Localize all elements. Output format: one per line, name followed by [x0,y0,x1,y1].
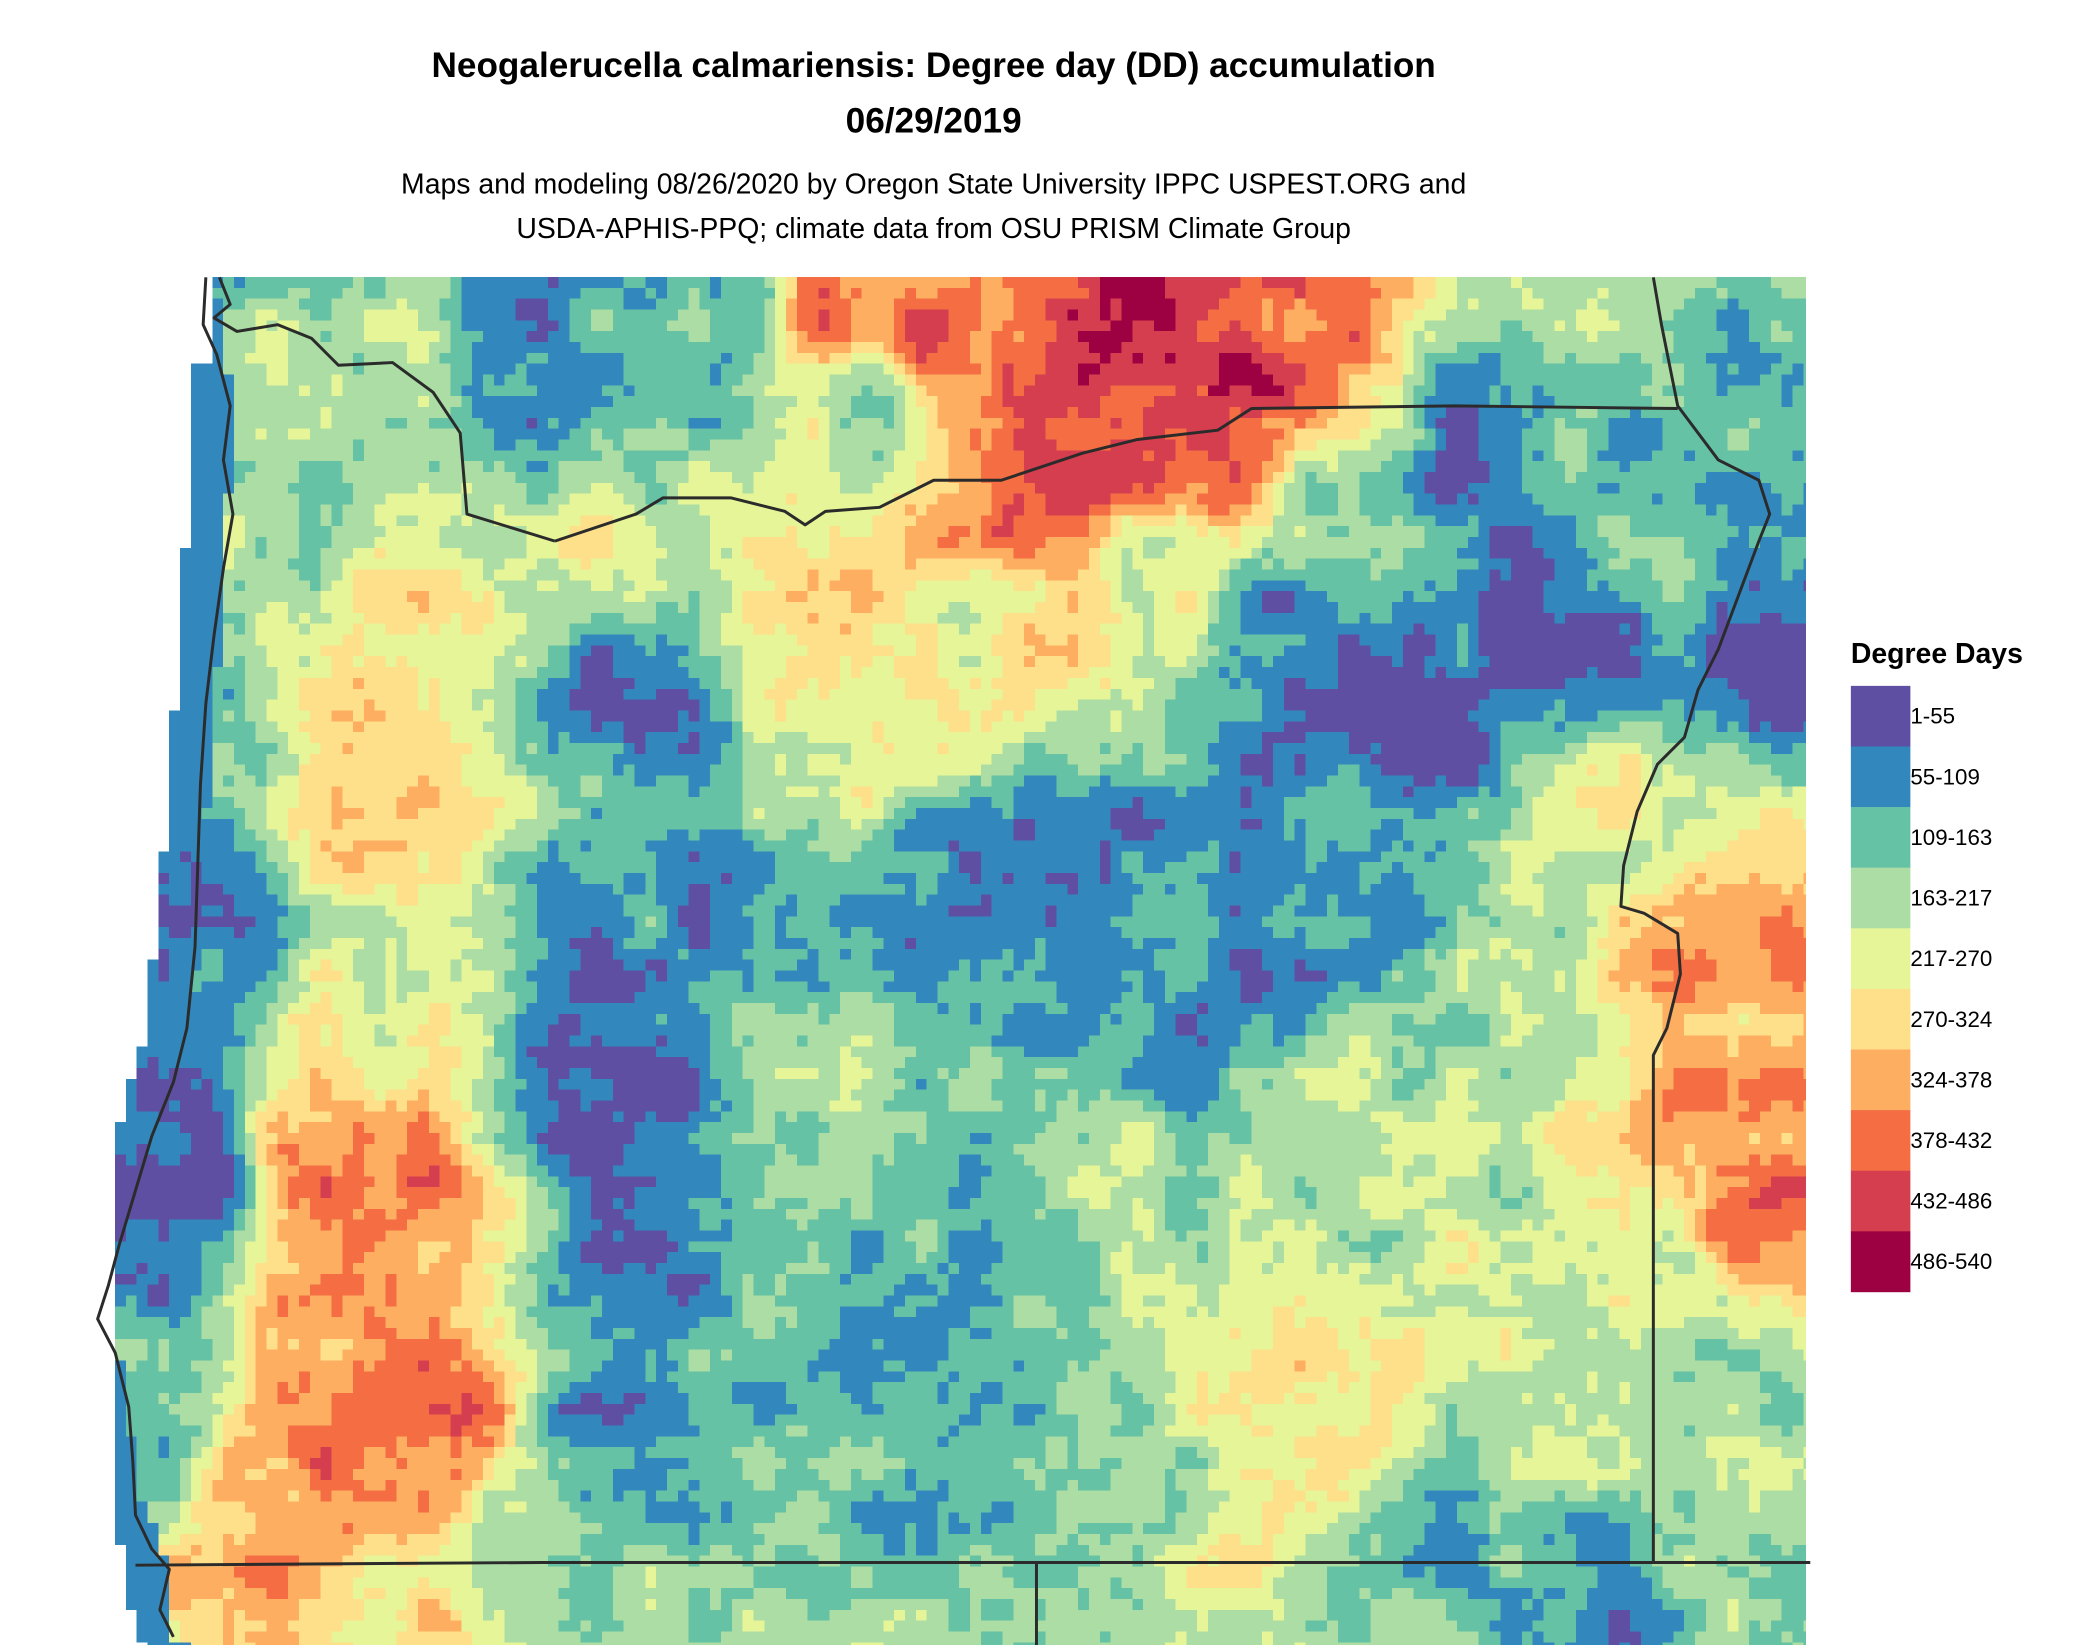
legend-swatch [1850,1110,1911,1171]
legend: Degree Days 1-55 55-109 109-163 163-217 217-… [1850,638,2023,1293]
legend-label: 1-55 [1910,704,1955,729]
state-borders [96,276,1811,1645]
coastline [96,277,235,1638]
subtitle-line-1: Maps and modeling 08/26/2020 by Oregon S… [401,168,1466,200]
legend-swatch [1850,928,1911,990]
legend-label: 270-324 [1910,1007,1992,1032]
legend-swatch [1850,1049,1911,1111]
map-title: Neogalerucella calmariensis: Degree day … [432,46,1436,85]
legend-swatch [1850,1170,1911,1232]
legend-label: 109-163 [1910,825,1992,850]
california-nevada-border [135,1560,1811,1567]
legend-swatch [1850,1231,1911,1293]
legend-label: 378-432 [1910,1128,1992,1153]
subtitle-line-2: USDA-APHIS-PPQ; climate data from OSU PR… [516,213,1351,245]
puget-sound-shore [212,276,556,543]
legend-swatch [1850,807,1911,868]
legend-swatch [1850,988,1911,1050]
degree-day-raster [115,277,1806,1645]
map-date: 06/29/2019 [846,102,1022,141]
legend-label: 163-217 [1910,886,1992,911]
idaho-border [1619,277,1772,1563]
legend-label: 432-486 [1910,1189,1992,1214]
legend-label: 486-540 [1910,1249,1992,1274]
columbia-river [554,404,1678,543]
legend-swatch [1850,867,1911,929]
legend-swatch [1850,746,1911,808]
legend-label: 55-109 [1910,764,1979,789]
legend-swatch [1850,685,1911,747]
legend-title: Degree Days [1851,638,2023,670]
legend-label: 217-270 [1910,946,1992,971]
legend-label: 324-378 [1910,1067,1992,1092]
